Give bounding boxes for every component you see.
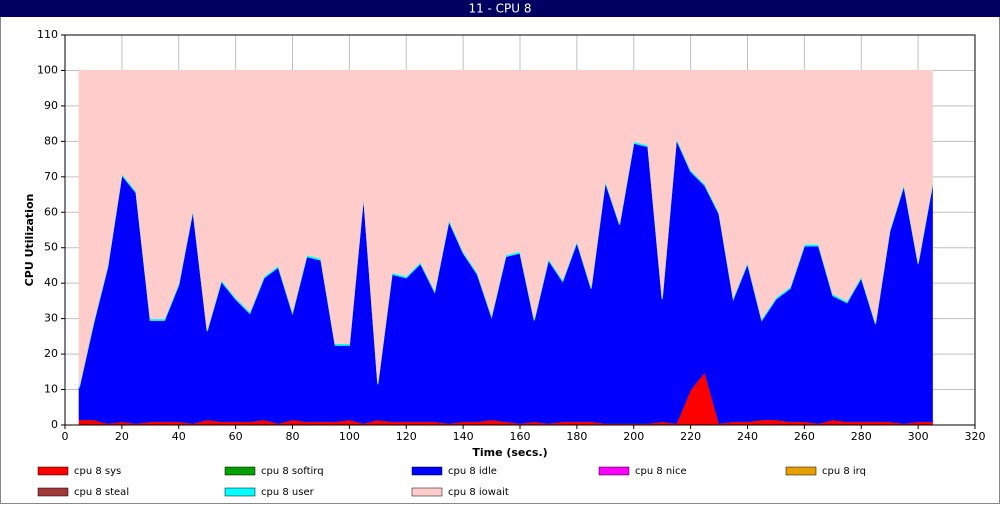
y-tick-label: 110 (37, 28, 58, 41)
y-axis-label: CPU Utilization (23, 194, 36, 287)
y-tick-label: 30 (44, 312, 58, 325)
x-tick-label: 60 (229, 430, 243, 443)
legend-label: cpu 8 irq (822, 466, 866, 477)
y-tick-label: 10 (44, 383, 58, 396)
legend-swatch (37, 487, 69, 497)
x-tick-label: 80 (286, 430, 300, 443)
chart-title: 11 - CPU 8 (468, 2, 531, 16)
legend-label: cpu 8 nice (635, 466, 687, 477)
x-tick-label: 240 (737, 430, 758, 443)
x-tick-label: 320 (965, 430, 986, 443)
legend-label: cpu 8 steal (74, 487, 129, 498)
x-tick-label: 280 (851, 430, 872, 443)
y-tick-label: 40 (44, 276, 58, 289)
x-tick-label: 20 (115, 430, 129, 443)
legend-swatch (598, 466, 630, 476)
y-tick-label: 0 (51, 418, 58, 431)
legend-swatch (224, 466, 256, 476)
x-tick-label: 300 (908, 430, 929, 443)
x-tick-label: 100 (339, 430, 360, 443)
x-tick-label: 160 (510, 430, 531, 443)
x-tick-label: 120 (396, 430, 417, 443)
area (78, 69, 933, 387)
legend-swatch (37, 466, 69, 476)
x-axis-label: Time (secs.) (472, 446, 547, 459)
legend-swatch (411, 487, 443, 497)
y-tick-label: 70 (44, 170, 58, 183)
legend-swatch (785, 466, 817, 476)
legend-label: cpu 8 softirq (261, 466, 324, 477)
legend-swatch (224, 487, 256, 497)
legend-label: cpu 8 iowait (448, 487, 509, 498)
y-tick-label: 90 (44, 99, 58, 112)
y-tick-label: 50 (44, 241, 58, 254)
legend-label: cpu 8 sys (74, 466, 121, 477)
x-tick-label: 260 (794, 430, 815, 443)
legend-label: cpu 8 user (261, 487, 315, 498)
legend-swatch (411, 466, 443, 476)
x-tick-label: 140 (453, 430, 474, 443)
y-tick-label: 80 (44, 134, 58, 147)
y-tick-label: 20 (44, 347, 58, 360)
x-tick-label: 40 (172, 430, 186, 443)
legend-label: cpu 8 idle (448, 466, 497, 477)
x-tick-label: 180 (566, 430, 587, 443)
title-bar (0, 0, 1000, 17)
x-tick-label: 200 (623, 430, 644, 443)
x-tick-label: 0 (62, 430, 69, 443)
y-tick-label: 60 (44, 205, 58, 218)
plot-border (64, 34, 976, 426)
y-tick-label: 100 (37, 63, 58, 76)
x-tick-label: 220 (680, 430, 701, 443)
